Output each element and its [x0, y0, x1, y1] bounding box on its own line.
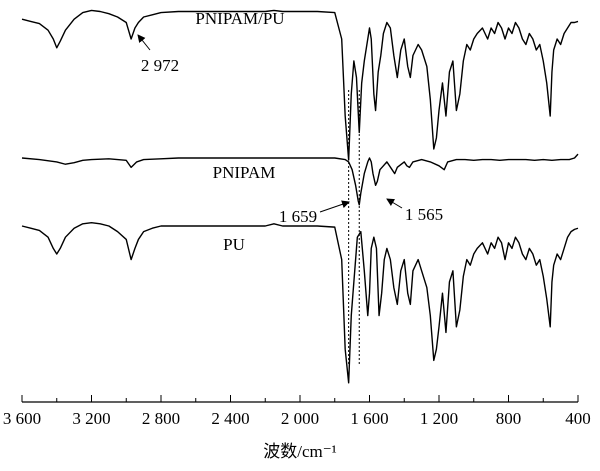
x-tick-label: 2 000 [281, 409, 319, 428]
series-labels-group: PNIPAM/PU PNIPAM PU [195, 9, 284, 254]
series-group [21, 9, 579, 384]
series-line-pu [21, 221, 579, 384]
x-tick-label: 1 200 [420, 409, 458, 428]
x-tick-label: 3 200 [72, 409, 110, 428]
series-line-pnipam-pu [21, 9, 579, 161]
annotation-label: 2 972 [141, 56, 179, 75]
annotation-label: 1 565 [405, 205, 443, 224]
annotation-label: 1 659 [279, 207, 317, 226]
x-tick-label: 1 600 [350, 409, 388, 428]
reference-lines [348, 90, 360, 364]
x-tick-label: 800 [496, 409, 522, 428]
x-axis-label: 波数/cm⁻¹ [263, 442, 337, 461]
annotation-arrow [386, 198, 403, 209]
series-label-pu: PU [223, 235, 245, 254]
x-tick-label: 2 400 [211, 409, 249, 428]
series-label-pnipam-pu: PNIPAM/PU [195, 9, 284, 28]
series-line-pnipam [21, 153, 579, 206]
x-tick-label: 3 600 [3, 409, 41, 428]
annotation-arrow [319, 200, 350, 213]
x-tick-label: 400 [565, 409, 591, 428]
annotation-arrow [137, 34, 151, 51]
x-tick-label: 2 800 [142, 409, 180, 428]
annotations-group: 2 972 1 659 1 565 [137, 34, 443, 226]
series-label-pnipam: PNIPAM [213, 163, 276, 182]
x-axis: 3 600 3 200 2 800 2 400 2 000 1 600 1 200 800 40… [3, 395, 591, 428]
